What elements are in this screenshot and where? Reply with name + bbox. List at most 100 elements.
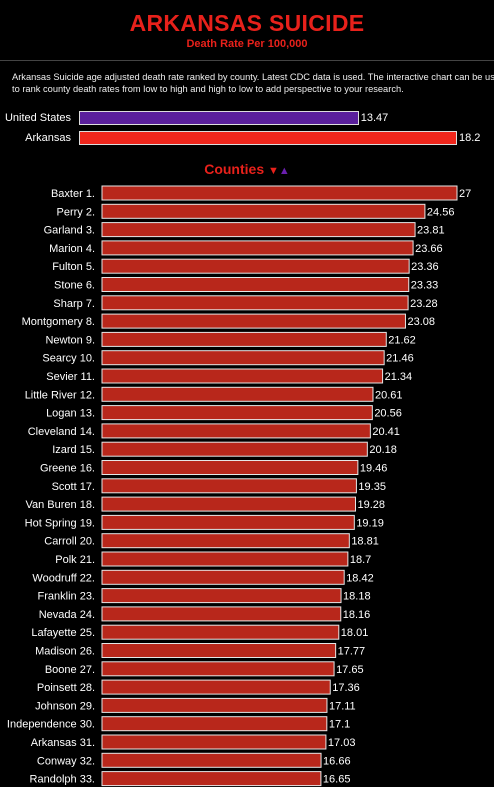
- county-label: Hot Spring 19.: [25, 517, 95, 529]
- county-label: Conway 32.: [37, 755, 95, 767]
- county-value-label: 21.62: [388, 334, 416, 346]
- county-bar[interactable]: [101, 514, 355, 530]
- county-bar[interactable]: [101, 423, 371, 439]
- county-bar[interactable]: [101, 331, 387, 347]
- county-label: Perry 2.: [56, 206, 95, 218]
- description-line-2: to rank county death rates from low to h…: [12, 84, 404, 94]
- county-label: Poinsett 28.: [37, 682, 95, 694]
- county-bar[interactable]: [101, 386, 374, 402]
- county-label: Madison 26.: [35, 646, 95, 658]
- county-bar[interactable]: [101, 295, 409, 311]
- county-value-label: 19.35: [358, 481, 386, 493]
- reference-bar[interactable]: [79, 111, 359, 125]
- counties-heading: Counties ▼▲: [0, 159, 494, 181]
- county-label: Newton 9.: [45, 334, 95, 346]
- county-label: Arkansas 31.: [31, 737, 95, 749]
- county-bar[interactable]: [101, 313, 406, 329]
- county-bar[interactable]: [101, 606, 342, 622]
- county-bar[interactable]: [101, 478, 357, 494]
- county-value-label: 17.03: [328, 737, 356, 749]
- county-label: Montgomery 8.: [22, 316, 95, 328]
- county-label: Scott 17.: [52, 481, 95, 493]
- sort-ascending-icon[interactable]: ▲: [278, 165, 290, 177]
- county-value-label: 18.81: [351, 536, 379, 548]
- county-bar[interactable]: [101, 533, 350, 549]
- county-bar[interactable]: [101, 258, 410, 274]
- county-bar[interactable]: [101, 496, 356, 512]
- county-value-label: 23.08: [407, 316, 435, 328]
- county-bar[interactable]: [101, 405, 373, 421]
- county-bar[interactable]: [101, 569, 345, 585]
- county-value-label: 16.66: [323, 755, 351, 767]
- county-label: Baxter 1.: [51, 188, 95, 200]
- county-bar[interactable]: [101, 771, 322, 787]
- reference-bar[interactable]: [79, 131, 457, 145]
- county-bar[interactable]: [101, 643, 337, 658]
- county-value-label: 24.56: [427, 206, 455, 218]
- county-value-label: 17.1: [329, 719, 350, 731]
- county-label: Independence 30.: [7, 719, 95, 731]
- county-value-label: 18.18: [343, 591, 371, 603]
- county-bar-chart: Baxter 1. 27 Perry 2. 24.56 Garland 3. 23.81 M…: [7, 185, 471, 787]
- county-value-label: 27: [459, 188, 471, 200]
- county-value-label: 17.36: [332, 682, 360, 694]
- county-bar[interactable]: [101, 716, 328, 732]
- county-bar[interactable]: [101, 460, 359, 475]
- county-label: Polk 21.: [55, 554, 95, 566]
- reference-value: 18.2: [459, 132, 481, 144]
- reference-label: Arkansas: [25, 132, 71, 144]
- county-bar[interactable]: [101, 752, 322, 768]
- counties-label: Counties: [204, 161, 265, 177]
- county-bar[interactable]: [101, 661, 335, 677]
- county-label: Garland 3.: [44, 225, 95, 237]
- description: Arkansas Suicide age adjusted death rate…: [0, 61, 494, 95]
- county-label: Nevada 24.: [39, 609, 95, 621]
- county-label: Little River 12.: [25, 389, 95, 401]
- county-value-label: 20.61: [375, 389, 403, 401]
- county-bar[interactable]: [101, 679, 331, 695]
- county-label: Randolph 33.: [30, 774, 95, 786]
- header-divider: [0, 60, 494, 61]
- county-value-label: 23.28: [410, 298, 438, 310]
- county-label: Izard 15.: [52, 444, 95, 456]
- county-label: Franklin 23.: [38, 591, 95, 603]
- county-value-label: 23.36: [411, 261, 439, 273]
- county-value-label: 17.65: [336, 664, 364, 676]
- county-value-label: 20.56: [374, 408, 402, 420]
- county-bar[interactable]: [101, 203, 426, 219]
- county-value-label: 18.42: [346, 572, 374, 584]
- county-label: Lafayette 25.: [31, 627, 95, 639]
- county-label: Cleveland 14.: [28, 426, 95, 438]
- county-label: Boone 27.: [45, 664, 95, 676]
- county-value-label: 20.18: [369, 444, 397, 456]
- county-value-label: 18.16: [343, 609, 371, 621]
- county-label: Johnson 29.: [35, 700, 95, 712]
- county-value-label: 18.01: [341, 627, 369, 639]
- county-bar[interactable]: [101, 350, 385, 366]
- county-label: Carroll 20.: [44, 536, 95, 548]
- county-bar[interactable]: [101, 277, 410, 292]
- page-subtitle: Death Rate Per 100,000: [186, 38, 308, 50]
- county-bar[interactable]: [101, 551, 349, 567]
- county-value-label: 23.66: [415, 243, 443, 255]
- county-label: Logan 13.: [46, 408, 95, 420]
- sort-descending-icon[interactable]: ▼: [268, 165, 279, 177]
- county-bar[interactable]: [101, 697, 328, 713]
- county-bar[interactable]: [101, 240, 414, 256]
- county-label: Fulton 5.: [52, 261, 95, 273]
- county-bar[interactable]: [101, 222, 416, 238]
- county-value-label: 17.11: [329, 700, 356, 712]
- county-bar[interactable]: [101, 368, 384, 384]
- county-label: Sevier 11.: [46, 371, 95, 383]
- county-value-label: 16.65: [323, 774, 351, 786]
- county-bar[interactable]: [101, 588, 342, 604]
- county-value-label: 20.41: [372, 426, 400, 438]
- county-bar[interactable]: [101, 441, 368, 457]
- county-bar[interactable]: [101, 624, 340, 640]
- county-bar[interactable]: [101, 185, 458, 201]
- county-bar[interactable]: [101, 734, 327, 750]
- page-title: ARKANSAS SUICIDE: [129, 10, 365, 36]
- reference-row-arkansas: Arkansas 18.2: [0, 130, 494, 146]
- county-label: Greene 16.: [40, 463, 95, 475]
- county-value-label: 21.46: [386, 353, 414, 365]
